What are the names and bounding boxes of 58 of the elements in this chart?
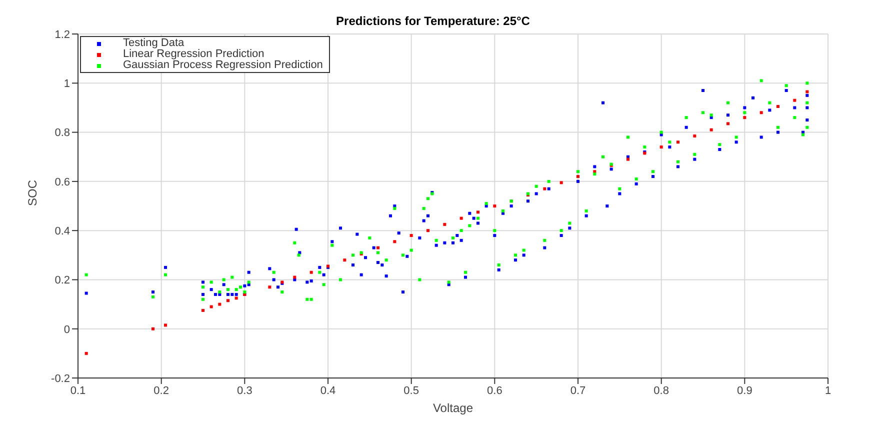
point	[460, 216, 463, 220]
point	[760, 111, 763, 114]
y-tick-label: 1.2	[54, 28, 70, 41]
point	[210, 305, 213, 308]
point	[310, 270, 313, 274]
point	[806, 90, 809, 94]
point	[743, 116, 746, 120]
legend-label: Linear Regression Prediction	[123, 48, 264, 60]
point	[626, 158, 630, 161]
x-tick-label: 0.8	[654, 384, 669, 397]
point	[576, 175, 580, 178]
point	[84, 352, 88, 355]
y-tick-label: 1	[64, 78, 70, 90]
point	[660, 146, 663, 149]
point	[476, 210, 480, 214]
point	[226, 299, 230, 302]
y-axis-title: SOC	[25, 180, 40, 206]
point	[543, 187, 546, 190]
point	[376, 246, 380, 250]
point	[676, 140, 680, 144]
x-tick-label: 0.5	[404, 384, 419, 397]
x-tick-label: 0.1	[70, 384, 86, 397]
x-tick-label: 0.4	[320, 384, 336, 397]
point	[426, 229, 430, 232]
point	[268, 286, 272, 289]
point	[293, 276, 296, 279]
y-tick-label: 0	[64, 324, 70, 336]
point	[443, 222, 446, 226]
point	[152, 327, 154, 330]
point	[493, 204, 496, 208]
point	[726, 122, 730, 126]
point	[560, 181, 563, 184]
chart-title: Predictions for Temperature: 25°C	[335, 14, 531, 28]
point	[234, 296, 238, 300]
x-axis-title: Voltage	[432, 401, 474, 415]
point	[218, 302, 222, 306]
point	[393, 240, 396, 244]
y-tick-label: 0.2	[54, 274, 70, 287]
point	[776, 104, 780, 108]
y-tick-label: 0.8	[54, 127, 70, 140]
x-tick-label: 0.9	[737, 384, 752, 397]
x-tick-label: 0.7	[570, 384, 586, 397]
point	[793, 98, 796, 102]
point	[693, 134, 696, 138]
x-tick-label: 1	[824, 384, 832, 397]
x-tick-label: 0.6	[487, 384, 502, 397]
point	[202, 308, 204, 312]
legend-label: Gaussian Process Regression Prediction	[123, 59, 323, 71]
y-tick-label: -0.2	[51, 372, 70, 385]
point	[164, 324, 167, 327]
point	[410, 234, 413, 237]
legend-label: Testing Data	[123, 37, 184, 49]
x-tick-label: 0.2	[154, 384, 169, 397]
y-tick-label: 0.6	[54, 176, 70, 188]
y-tick-label: 0.4	[54, 225, 70, 238]
point	[343, 258, 346, 262]
x-tick-label: 0.3	[237, 384, 252, 397]
point	[710, 128, 713, 132]
